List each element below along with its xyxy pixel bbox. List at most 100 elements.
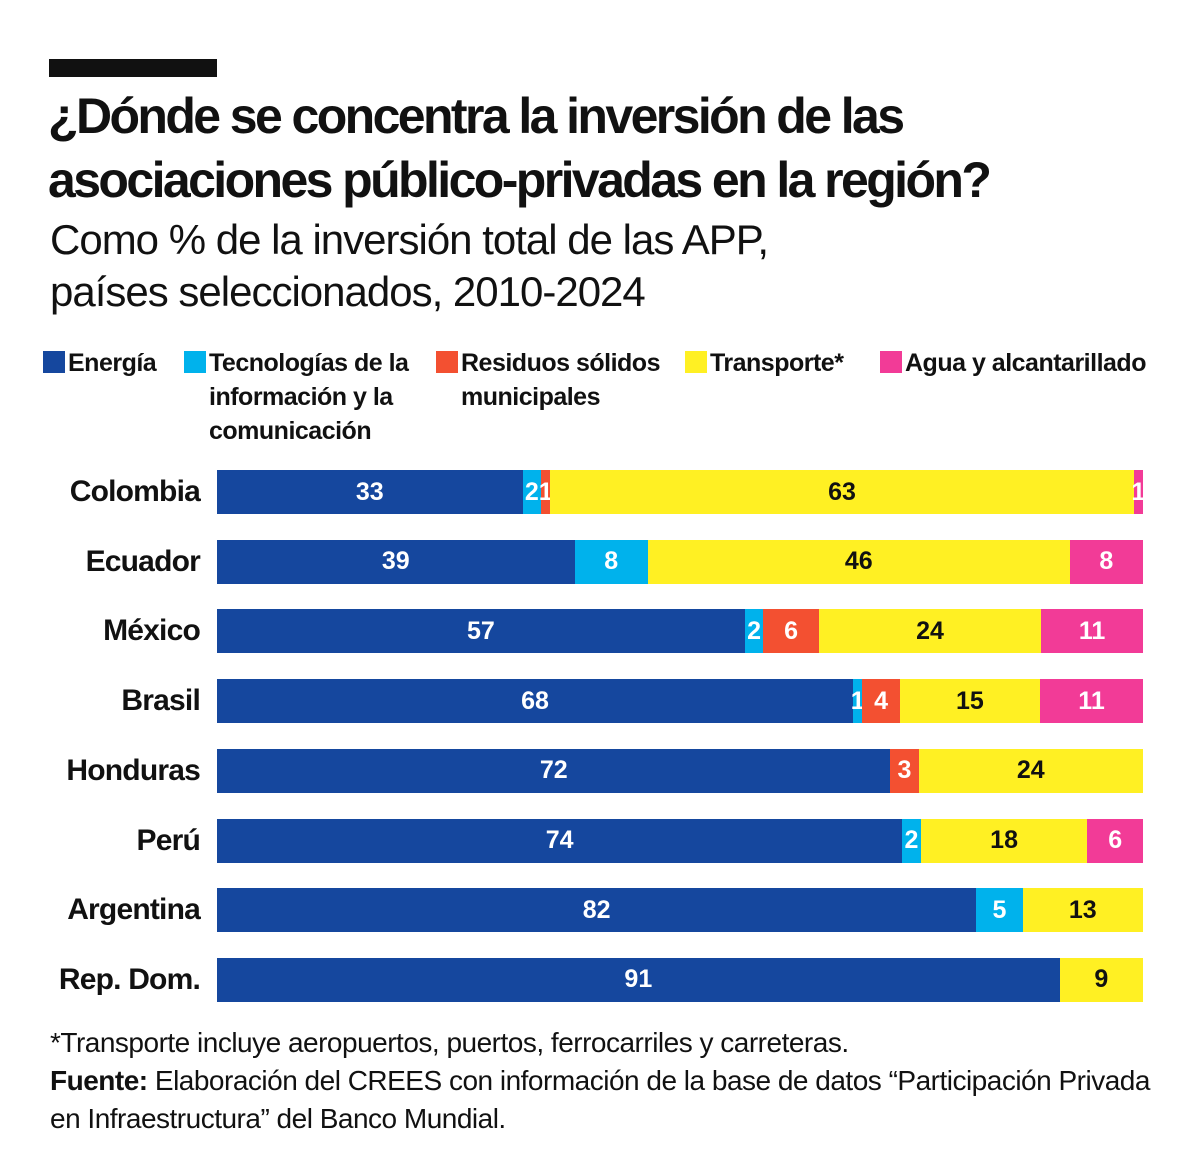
source-label: Fuente: bbox=[50, 1065, 148, 1096]
legend-label: Transporte* bbox=[710, 349, 844, 377]
legend-item-transporte: Transporte* bbox=[685, 346, 865, 380]
bar-segment: 39 bbox=[217, 539, 575, 584]
legend-swatch bbox=[436, 351, 458, 373]
data-label: 57 bbox=[467, 616, 495, 645]
data-label: 82 bbox=[582, 895, 611, 924]
data-label: 74 bbox=[545, 826, 574, 854]
title-line-2: asociaciones público-privadas en la regi… bbox=[48, 152, 992, 208]
data-label: 8 bbox=[1099, 547, 1114, 576]
data-label: 18 bbox=[990, 826, 1018, 854]
bar-segment: 2 bbox=[744, 609, 764, 654]
bar-segment: 11 bbox=[1041, 609, 1143, 654]
bar-segment: 11 bbox=[1040, 679, 1143, 724]
bar-segment: 6 bbox=[763, 609, 819, 654]
bar-segment: 4 bbox=[862, 679, 900, 724]
data-label: 6 bbox=[784, 616, 799, 645]
chart-subtitle: Como % de la inversión total de las APP,… bbox=[50, 214, 1150, 318]
legend-item-energia: Energía bbox=[43, 346, 183, 380]
bar-segment: 6 bbox=[1087, 818, 1143, 863]
bar-segment: 68 bbox=[217, 679, 854, 724]
chart-title: ¿Dónde se concentra la inversión de las … bbox=[48, 84, 1198, 212]
legend-item-tic: Tecnologías de la información y la comun… bbox=[184, 346, 424, 448]
bar-segment: 2 bbox=[902, 818, 921, 863]
data-label: 13 bbox=[1068, 895, 1097, 924]
category-label: Argentina bbox=[67, 893, 201, 927]
bar-segment: 18 bbox=[920, 818, 1088, 863]
data-label: 72 bbox=[539, 756, 568, 785]
legend-label: Energía bbox=[68, 349, 157, 377]
data-label: 91 bbox=[624, 965, 653, 994]
bar-segment: 24 bbox=[818, 609, 1042, 654]
bar-segment: 8 bbox=[1069, 539, 1143, 584]
legend-swatch bbox=[184, 351, 206, 373]
data-label: 24 bbox=[1016, 756, 1045, 785]
bar-segment: 2 bbox=[522, 470, 542, 514]
data-label: 6 bbox=[1108, 826, 1123, 854]
bar-segment: 91 bbox=[217, 957, 1060, 1002]
legend-swatch bbox=[685, 351, 707, 373]
category-label: Perú bbox=[136, 823, 201, 857]
category-label: México bbox=[103, 614, 201, 648]
bar-row: 91 9 bbox=[217, 957, 1143, 1002]
data-label: 11 bbox=[1078, 686, 1105, 715]
bar-row: 72 3 24 bbox=[217, 748, 1143, 793]
data-label: 11 bbox=[1078, 616, 1106, 645]
data-label: 5 bbox=[992, 895, 1007, 924]
bar-segment: 57 bbox=[217, 609, 745, 654]
data-label: 33 bbox=[355, 477, 384, 506]
data-label: 4 bbox=[874, 686, 889, 715]
subtitle-line-1: Como % de la inversión total de las APP, bbox=[50, 216, 769, 263]
bar-segment: 13 bbox=[1022, 888, 1143, 933]
data-label: 1 bbox=[1131, 477, 1146, 506]
data-label: 63 bbox=[828, 477, 856, 506]
legend-swatch bbox=[43, 351, 65, 373]
data-label: 3 bbox=[897, 756, 912, 785]
data-label: 2 bbox=[524, 477, 539, 506]
bar-segment: 8 bbox=[574, 539, 648, 584]
bar-segment: 74 bbox=[217, 818, 903, 863]
legend-item-agua: Agua y alcantarillado bbox=[880, 346, 1180, 380]
source: Fuente: Elaboración del CREES con inform… bbox=[50, 1062, 1180, 1138]
data-label: 2 bbox=[904, 826, 919, 854]
bar-row: 33 2 1 63 1 bbox=[217, 470, 1146, 514]
category-label: Honduras bbox=[66, 753, 200, 787]
category-label: Brasil bbox=[121, 684, 200, 718]
bar-segment: 63 bbox=[550, 470, 1134, 514]
footnote: *Transporte incluye aeropuertos, puertos… bbox=[50, 1027, 849, 1058]
subtitle-line-2: países seleccionados, 2010-2024 bbox=[50, 268, 646, 315]
data-label: 1 bbox=[850, 686, 865, 715]
data-label: 46 bbox=[844, 547, 873, 576]
data-label: 9 bbox=[1094, 965, 1109, 994]
data-label: 68 bbox=[521, 686, 549, 715]
data-label: 15 bbox=[956, 686, 984, 715]
category-label: Colombia bbox=[69, 475, 201, 508]
bar-segment: 5 bbox=[976, 888, 1023, 933]
bar-segment: 24 bbox=[918, 748, 1143, 793]
data-label: 2 bbox=[747, 616, 762, 645]
legend-swatch bbox=[880, 351, 902, 373]
title-accent-bar bbox=[49, 59, 217, 77]
source-text: Elaboración del CREES con información de… bbox=[50, 1065, 1150, 1134]
bar-segment: 46 bbox=[647, 539, 1070, 584]
bar-row: 82 5 13 bbox=[217, 888, 1143, 933]
bar-segment: 1 bbox=[850, 679, 865, 724]
category-label: Ecuador bbox=[85, 544, 201, 578]
legend-label: Tecnologías de la información y la comun… bbox=[209, 349, 409, 445]
bar-segment: 9 bbox=[1059, 957, 1143, 1002]
legend-item-residuos: Residuos sólidos municipales bbox=[436, 346, 676, 414]
legend-label: Residuos sólidos municipales bbox=[461, 349, 660, 411]
bar-row: 74 2 18 6 bbox=[217, 818, 1143, 863]
bar-segment: 1 bbox=[1131, 470, 1146, 514]
data-label: 8 bbox=[604, 547, 619, 576]
title-line-1: ¿Dónde se concentra la inversión de las bbox=[48, 88, 905, 144]
data-label: 39 bbox=[381, 547, 410, 576]
bar-segment: 15 bbox=[899, 679, 1041, 724]
data-label: 24 bbox=[916, 616, 944, 645]
bar-segment: 72 bbox=[217, 748, 891, 793]
notes: *Transporte incluye aeropuertos, puertos… bbox=[50, 1024, 1180, 1138]
bar-segment: 82 bbox=[217, 888, 977, 933]
data-label: 1 bbox=[538, 477, 553, 506]
bar-row: 68 1 4 15 11 bbox=[217, 679, 1143, 724]
bar-segment: 33 bbox=[217, 470, 523, 514]
